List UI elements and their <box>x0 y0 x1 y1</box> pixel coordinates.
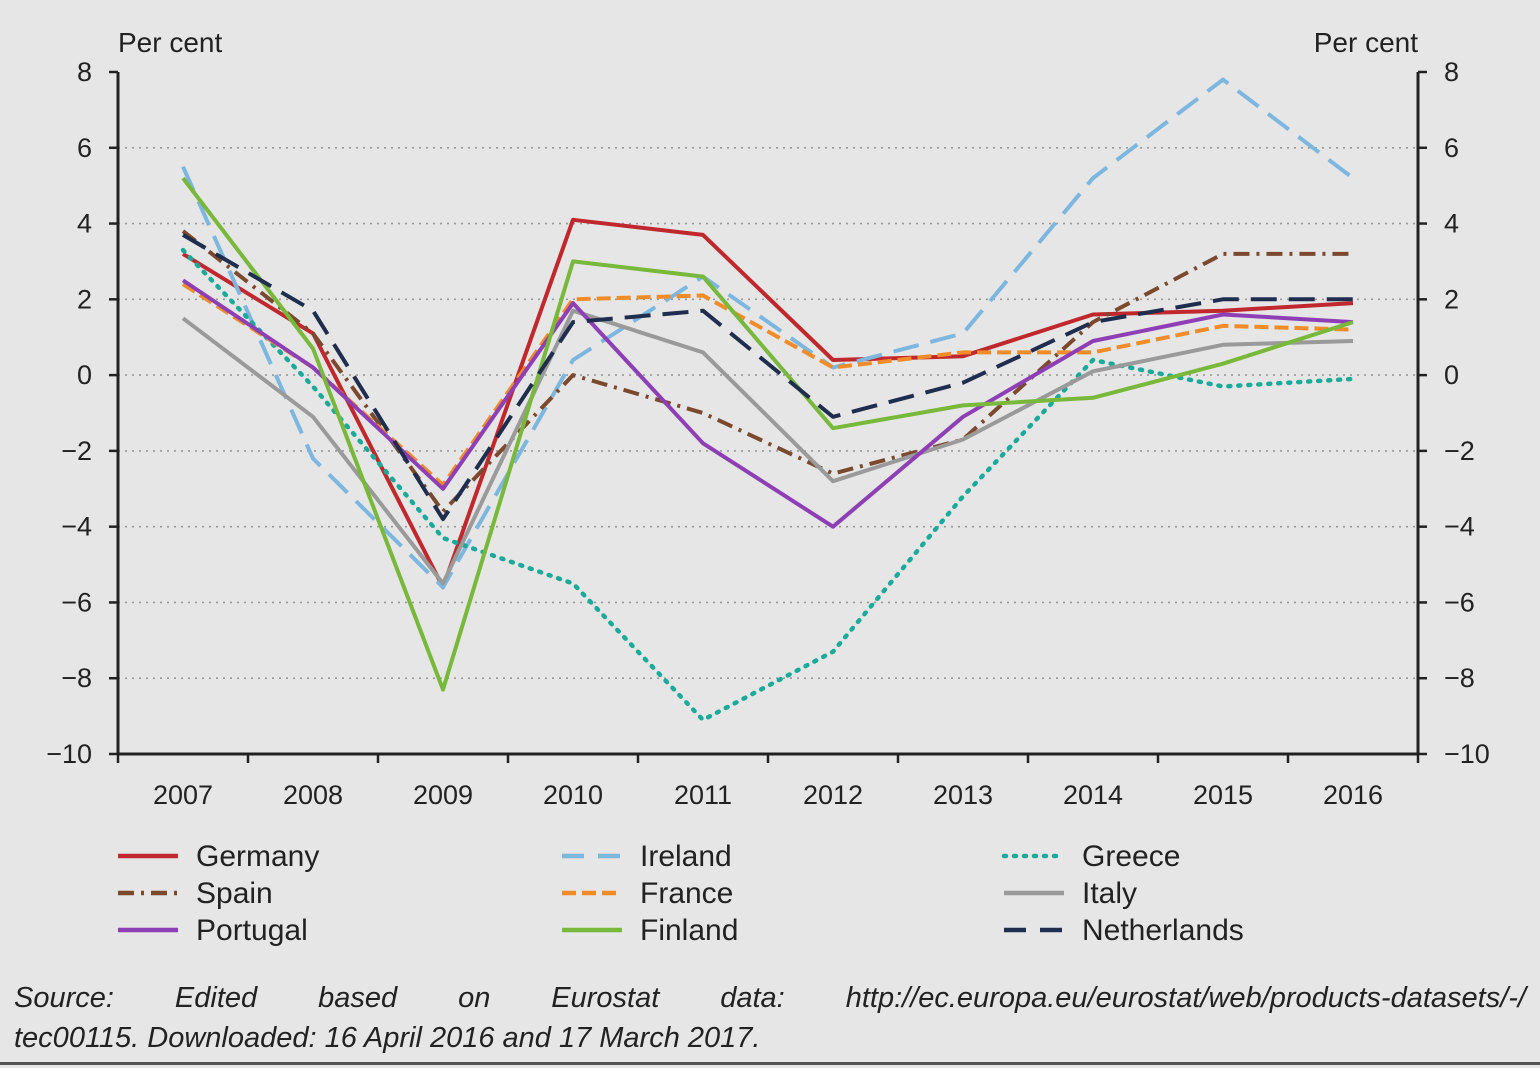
legend-label: Italy <box>1082 877 1137 910</box>
left-y-tick-label: 8 <box>77 57 92 87</box>
axes: 8 8 6 6 4 4 2 2 0 0 −2 −2 −4 −4 −6 −6 −8 −8 −10 −10 2007 2008… <box>46 57 1490 810</box>
series-line-greece <box>180 247 1356 723</box>
left-y-tick-label: −10 <box>46 739 92 769</box>
legend-label: Ireland <box>640 840 732 873</box>
legend-item-italy: Italy <box>1004 877 1137 910</box>
right-axis-unit-label: Per cent <box>1314 27 1418 58</box>
legend-label: Germany <box>196 840 319 873</box>
right-y-tick-label: −2 <box>1444 436 1475 466</box>
right-y-tick-label: 4 <box>1444 209 1459 239</box>
series-line-finland <box>181 176 1354 692</box>
left-y-tick-label: −4 <box>61 512 92 542</box>
series-line-spain <box>181 229 1353 514</box>
x-tick-label: 2015 <box>1193 780 1253 810</box>
right-y-tick-label: −6 <box>1444 587 1475 617</box>
legend-item-finland: Finland <box>562 914 738 947</box>
left-axis-unit-label: Per cent <box>118 27 222 58</box>
left-y-tick-label: 0 <box>77 360 92 390</box>
left-y-tick-label: 6 <box>77 133 92 163</box>
legend-label: Portugal <box>196 914 308 947</box>
right-y-tick-label: 0 <box>1444 360 1459 390</box>
left-y-tick-label: 2 <box>77 284 92 314</box>
x-tick-label: 2012 <box>803 780 863 810</box>
right-y-tick-label: 2 <box>1444 284 1459 314</box>
source-note-line-2: tec00115. Downloaded: 16 April 2016 and … <box>14 1022 761 1054</box>
x-tick-label: 2013 <box>933 780 993 810</box>
right-y-tick-label: −4 <box>1444 512 1475 542</box>
source-note-line-1: Source: Edited based on Eurostat data: h… <box>14 982 1526 1014</box>
legend-label: Finland <box>640 914 738 947</box>
legend-item-portugal: Portugal <box>118 914 308 947</box>
series-line-portugal <box>181 278 1354 529</box>
legend-label: France <box>640 877 733 910</box>
legend-label: Spain <box>196 877 273 910</box>
legend-item-germany: Germany <box>118 840 319 873</box>
x-tick-label: 2009 <box>413 780 473 810</box>
x-tick-label: 2010 <box>543 780 603 810</box>
legend-item-greece: Greece <box>1001 840 1180 873</box>
series-line-italy <box>181 308 1354 586</box>
legend-item-france: France <box>562 877 733 910</box>
left-y-tick-label: −6 <box>61 587 92 617</box>
x-tick-label: 2008 <box>283 780 343 810</box>
right-y-tick-label: −10 <box>1444 739 1490 769</box>
left-y-tick-label: 4 <box>77 209 92 239</box>
left-y-tick-label: −2 <box>61 436 92 466</box>
gridlines <box>118 146 1418 680</box>
bottom-divider <box>0 1062 1540 1065</box>
right-y-tick-label: 6 <box>1444 133 1459 163</box>
legend: Germany Ireland Greece Spain France Italy Port… <box>118 840 1244 947</box>
series-lines <box>180 77 1356 723</box>
legend-item-spain: Spain <box>118 877 273 910</box>
source-note: Source: Edited based on Eurostat data: h… <box>14 978 1526 1058</box>
legend-item-ireland: Ireland <box>562 840 732 873</box>
series-line-ireland <box>181 77 1355 590</box>
left-y-tick-label: −8 <box>61 663 92 693</box>
right-y-tick-label: 8 <box>1444 57 1459 87</box>
legend-label: Netherlands <box>1082 914 1244 947</box>
series-line-germany <box>181 217 1354 590</box>
legend-item-netherlands: Netherlands <box>1004 914 1244 947</box>
x-tick-label: 2007 <box>153 780 213 810</box>
x-tick-label: 2014 <box>1063 780 1123 810</box>
series-line-netherlands <box>181 233 1353 522</box>
axis-labels: Per cent Per cent <box>118 27 1418 58</box>
x-tick-label: 2016 <box>1323 780 1383 810</box>
legend-label: Greece <box>1082 840 1180 873</box>
right-y-tick-label: −8 <box>1444 663 1475 693</box>
x-tick-label: 2011 <box>674 780 732 810</box>
